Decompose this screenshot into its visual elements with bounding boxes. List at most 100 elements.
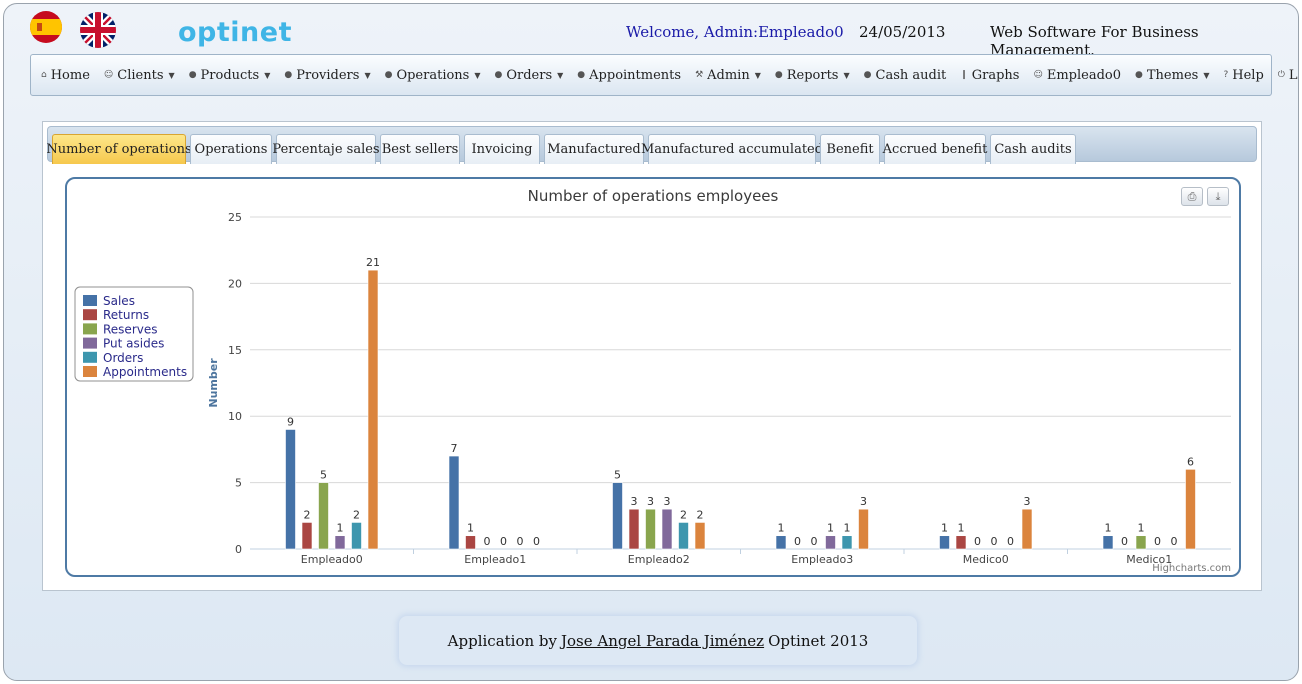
data-label: 5 [320, 469, 327, 482]
bar-orders [351, 522, 362, 550]
caret-down-icon: ▼ [843, 70, 850, 80]
nav-item-clients[interactable]: ☺ Clients ▼ [104, 68, 175, 83]
tab-invoicing[interactable]: Invoicing [464, 134, 540, 164]
graph-tab-bar: Number of operations Operations Percentaje… [46, 126, 1257, 164]
data-label: 1 [778, 522, 785, 535]
data-label: 1 [827, 522, 834, 535]
nav-item-label: Reports [786, 67, 839, 83]
legend-item: Orders [103, 351, 143, 365]
bar-returns [628, 508, 640, 550]
nav-item-reports[interactable]: ● Reports ▼ [775, 68, 850, 83]
nav-item-graphs[interactable]: ❙ Graphs [960, 68, 1019, 83]
bullet-icon: ● [774, 70, 783, 80]
y-axis-label: Number [207, 358, 220, 408]
nav-item-logout[interactable]: ⏻Logout [1278, 68, 1298, 83]
tab-percentaje-sales[interactable]: Percentaje sales [272, 134, 380, 164]
x-tick-label: Medico1 [1126, 553, 1172, 566]
bar-sales [448, 455, 460, 550]
x-tick-label: Medico0 [963, 553, 1009, 566]
legend-swatch [83, 295, 97, 306]
tab-number-of-operations[interactable]: Number of operations [46, 134, 192, 164]
bar-appointments [858, 508, 869, 550]
nav-item-label: Help [1232, 67, 1264, 83]
bar-put-asides [661, 508, 673, 550]
bar-appointments [1185, 469, 1196, 550]
nav-item-orders[interactable]: ● Orders ▼ [495, 68, 564, 83]
tab-accrued-benefit[interactable]: Accrued benefit [883, 134, 987, 164]
data-label: 0 [517, 535, 524, 548]
data-label: 3 [1024, 495, 1031, 508]
nav-item-label: Empleado0 [1046, 67, 1122, 83]
x-tick-label: Empleado1 [464, 553, 526, 566]
bar-returns [955, 535, 967, 550]
tab-cash-audits[interactable]: Cash audits [990, 134, 1076, 164]
legend-swatch [83, 337, 97, 349]
nav-item-label: Home [50, 67, 90, 83]
bullet-icon: ● [494, 70, 503, 80]
bullet-icon: ● [863, 70, 872, 80]
legend-swatch [83, 366, 97, 377]
nav-item-operations[interactable]: ● Operations ▼ [385, 68, 481, 83]
data-label: 1 [844, 522, 851, 535]
bar-returns [301, 522, 313, 550]
nav-item-label: Appointments [589, 67, 682, 83]
highcharts-credit: Highcharts.com [1152, 563, 1231, 574]
tab-manufactured-accumulated[interactable]: Manufactured accumulated [641, 134, 823, 164]
data-label: 1 [337, 522, 344, 535]
y-tick-label: 5 [235, 477, 242, 490]
english-flag-icon[interactable] [80, 12, 116, 48]
data-label: 0 [1121, 535, 1128, 548]
nav-item-home[interactable]: ⌂ Home [41, 68, 90, 83]
caret-down-icon: ▼ [168, 70, 175, 80]
caret-down-icon: ▼ [557, 70, 564, 80]
bar-sales [285, 429, 296, 550]
nav-item-admin[interactable]: ⚒ Admin ▼ [695, 68, 761, 83]
data-label: 1 [958, 522, 965, 535]
nav-item-empleado0[interactable]: ☺ Empleado0 [1033, 68, 1121, 83]
data-label: 0 [794, 535, 801, 548]
bar-sales [775, 535, 787, 550]
nav-item-appointments[interactable]: ● Appointments [577, 68, 681, 83]
header-date: 24/05/2013 [859, 23, 946, 41]
chart-title: Number of operations employees [528, 187, 779, 205]
tab-manufactured[interactable]: Manufactured [544, 134, 644, 164]
download-chart-icon[interactable]: ⤓ [1207, 187, 1229, 206]
nav-item-cash-audit[interactable]: ● Cash audit [864, 68, 947, 83]
data-label: 7 [451, 442, 458, 455]
app-window: optinet Welcome, Admin:Empleado0 24/05/2… [3, 3, 1299, 681]
data-label: 3 [664, 495, 671, 508]
bar-put-asides [334, 535, 346, 550]
nav-item-providers[interactable]: ● Providers ▼ [284, 68, 370, 83]
data-label: 0 [1171, 535, 1178, 548]
tab-best-sellers[interactable]: Best sellers [380, 134, 460, 164]
legend-item: Returns [103, 308, 149, 322]
print-chart-icon[interactable]: ⎙ [1181, 187, 1203, 206]
legend-item: Appointments [103, 365, 187, 379]
data-label: 1 [467, 522, 474, 535]
bar-orders [678, 522, 689, 550]
data-label: 0 [974, 535, 981, 548]
data-label: 3 [647, 495, 654, 508]
spanish-flag-icon[interactable] [30, 11, 62, 43]
x-tick-label: Empleado3 [791, 553, 853, 566]
y-tick-label: 20 [228, 277, 242, 290]
footer-credit: Application by Jose Angel Parada Jiménez… [399, 616, 917, 665]
author-link[interactable]: Jose Angel Parada Jiménez [561, 631, 765, 650]
bar-sales [939, 535, 950, 550]
data-label: 1 [941, 522, 948, 535]
tab-operations[interactable]: Operations [190, 134, 272, 164]
optinet-logo[interactable]: optinet [178, 17, 292, 48]
legend-item: Sales [103, 294, 135, 308]
wrench-icon: ⚒ [695, 70, 704, 80]
bar-chart-icon: ❙ [960, 70, 968, 80]
bar-put-asides [825, 535, 836, 550]
nav-item-help[interactable]: ? Help [1223, 68, 1263, 83]
nav-item-themes[interactable]: ● Themes ▼ [1135, 68, 1209, 83]
data-label: 3 [631, 495, 638, 508]
question-icon: ? [1223, 70, 1229, 80]
caret-down-icon: ▼ [754, 70, 761, 80]
data-label: 2 [353, 508, 360, 521]
y-tick-label: 0 [235, 543, 242, 556]
tab-benefit[interactable]: Benefit [820, 134, 880, 164]
nav-item-products[interactable]: ● Products ▼ [189, 68, 271, 83]
